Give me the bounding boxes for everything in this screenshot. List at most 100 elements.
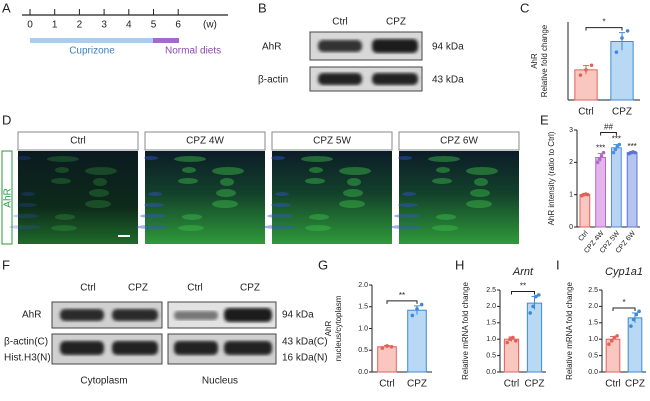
y-tick-label: 3 [569, 127, 573, 134]
micrograph-texture [9, 225, 41, 229]
image-header-label: Ctrl [70, 136, 86, 147]
micrograph-texture [85, 167, 117, 175]
micrograph-texture [212, 200, 238, 208]
y-axis-label: Relative mRNA fold change [461, 282, 470, 380]
data-point [613, 147, 618, 152]
data-point [597, 157, 602, 161]
data-point [629, 324, 633, 328]
chart-title: Arnt [512, 266, 534, 278]
data-point [612, 335, 617, 340]
blot-band [372, 73, 418, 85]
micrograph-texture [51, 225, 77, 231]
data-point [415, 307, 419, 311]
micrograph-texture [436, 214, 456, 220]
micrograph-texture [390, 225, 422, 229]
image-header [271, 131, 393, 151]
blot-size: 43 kDa [432, 75, 464, 86]
data-point [584, 68, 588, 72]
y-axis-label: AhR [530, 53, 539, 69]
timeline-tick-label: 2 [77, 20, 83, 31]
micrograph-texture [220, 178, 234, 186]
significance-bracket [600, 132, 617, 136]
image-header [398, 131, 520, 151]
y-tick-label: 0.0 [588, 369, 598, 376]
y-tick-label: 1.5 [358, 304, 368, 311]
blot-band [60, 309, 104, 321]
data-point [634, 312, 639, 317]
bar [626, 152, 638, 228]
y-tick-label: 0 [569, 224, 573, 231]
panel-label: G [318, 257, 328, 272]
data-point [410, 313, 415, 318]
micrograph-texture [271, 203, 291, 207]
micrograph-texture [470, 189, 490, 197]
data-point [599, 154, 604, 158]
cuprizone-bar [30, 38, 153, 43]
significance: *** [596, 144, 605, 153]
data-point [419, 302, 424, 307]
data-point [637, 309, 641, 314]
bar [407, 309, 427, 373]
micrograph-texture [432, 225, 458, 231]
blot-band [60, 341, 104, 355]
blot-band [112, 309, 158, 321]
micrograph-texture [432, 178, 452, 184]
micrograph-texture [89, 189, 109, 197]
micrograph-texture [271, 156, 285, 160]
micrograph-texture [17, 156, 31, 160]
micrograph-texture [305, 178, 325, 184]
timeline-tick-label: 1 [52, 20, 58, 31]
blot-size: 94 kDa [432, 42, 464, 53]
panel-label: F [2, 257, 10, 272]
fraction-label: Nucleus [202, 376, 238, 387]
blot-band [174, 311, 218, 320]
micrograph-texture [305, 225, 331, 231]
data-point [595, 160, 600, 165]
data-point [617, 142, 622, 147]
panel-label: C [520, 0, 529, 15]
micrograph-texture [55, 167, 69, 173]
blot-row-label: β-actin [258, 75, 288, 86]
data-point [511, 335, 515, 340]
timeline-tick-label: 4 [126, 20, 132, 31]
micrograph [145, 151, 265, 244]
y-tick-label: 0.0 [358, 369, 368, 376]
data-point [631, 317, 636, 322]
data-point [513, 339, 518, 343]
micrograph-texture [402, 192, 416, 196]
micrograph [18, 151, 138, 244]
image-header-label: CPZ 4W [186, 136, 224, 147]
micrograph-texture [140, 214, 166, 218]
bar [579, 194, 591, 228]
significance-bracket [386, 300, 418, 304]
data-point [601, 150, 606, 155]
micrograph-texture [13, 214, 39, 218]
y-tick-label: 2 [569, 159, 573, 166]
blot-size: 94 kDa [282, 310, 314, 321]
data-point [633, 150, 637, 155]
blot-band [174, 341, 218, 355]
micrograph-texture [343, 189, 363, 197]
micrograph-texture [212, 167, 244, 175]
y-tick-label: 1.0 [358, 325, 368, 332]
bar [377, 346, 397, 373]
micrograph-texture [148, 192, 162, 196]
bar [595, 156, 607, 228]
significance: ## [604, 123, 613, 132]
micrograph-texture [21, 192, 35, 196]
y-axis-label: Relative mRNA fold change [565, 282, 574, 380]
panel-label: D [2, 112, 11, 127]
significance-bracket [585, 27, 623, 31]
micrograph-texture [93, 178, 107, 186]
blot-row-label: AhR [22, 310, 41, 321]
timeline-tick-label: 5 [151, 20, 157, 31]
y-tick-label: 1.5 [588, 320, 598, 327]
y-tick-label: 2.5 [486, 287, 496, 294]
y-tick-label: 2.0 [358, 282, 368, 289]
timeline-tick-label: 0 [27, 20, 33, 31]
panel-label: A [2, 0, 11, 15]
data-point [620, 36, 624, 40]
micrograph-texture [436, 167, 450, 173]
data-point [534, 294, 538, 299]
micrograph-texture [309, 214, 329, 220]
